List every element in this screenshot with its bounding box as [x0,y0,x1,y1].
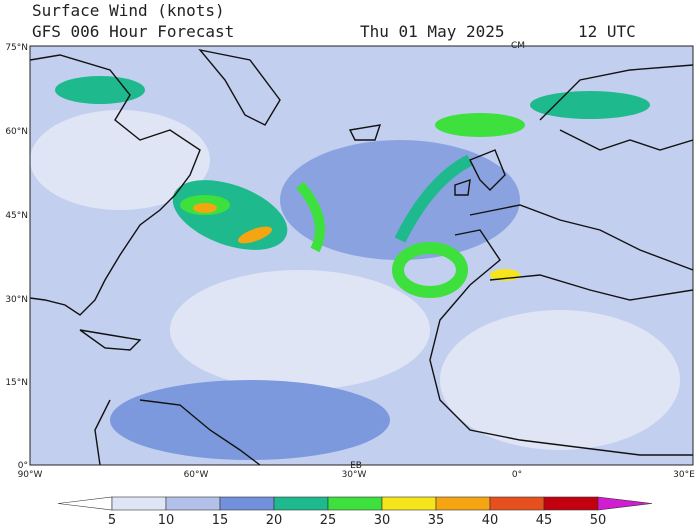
colorbar-segment [435,496,491,511]
colorbar-segment [543,496,599,511]
lat-label: 45°N [5,211,28,221]
lon-label: 30°W [342,470,367,480]
lon-label: 60°W [184,470,209,480]
lon-label: 0° [512,470,522,480]
lon-label: 90°W [18,470,43,480]
map: 75°N 60°N 45°N 30°N 15°N 0° 90°W 60°W 30… [5,41,695,480]
colorbar-segment [273,496,329,511]
colorbar-segment [489,496,545,511]
colorbar-label: 30 [374,513,391,525]
colorbar-segment [327,496,383,511]
coastlines [30,48,693,465]
colorbar-label: 50 [590,513,607,525]
colorbar-segment [597,496,653,511]
colorbar-label: 25 [320,513,337,525]
lon-label: 30°E [673,470,695,480]
colorbar-segment [219,496,275,511]
colorbar-label: 5 [108,513,116,525]
marker-label: EB [350,461,362,471]
colorbar-label: 45 [536,513,553,525]
title: Surface Wind (knots) [32,1,225,20]
wind-field [30,76,680,460]
lat-label: 75°N [5,43,28,53]
colorbar-segment [111,496,167,511]
map-frame [29,45,694,466]
colorbar: 5 10 15 20 25 30 35 40 45 50 [57,496,653,525]
colorbar-label: 40 [482,513,499,525]
time: 12 UTC [578,22,636,41]
lat-label: 30°N [5,295,28,305]
colorbar-label: 35 [428,513,445,525]
colorbar-label: 15 [212,513,229,525]
colorbar-segment [381,496,437,511]
marker-label: CM [511,41,525,51]
colorbar-label: 10 [158,513,175,525]
lat-label: 15°N [5,378,28,388]
lat-label: 0° [18,461,28,471]
colorbar-segment [57,496,113,511]
lat-label: 60°N [5,127,28,137]
subtitle: GFS 006 Hour Forecast [32,22,234,41]
colorbar-segment [165,496,221,511]
colorbar-label: 20 [266,513,283,525]
date: Thu 01 May 2025 [360,22,505,41]
